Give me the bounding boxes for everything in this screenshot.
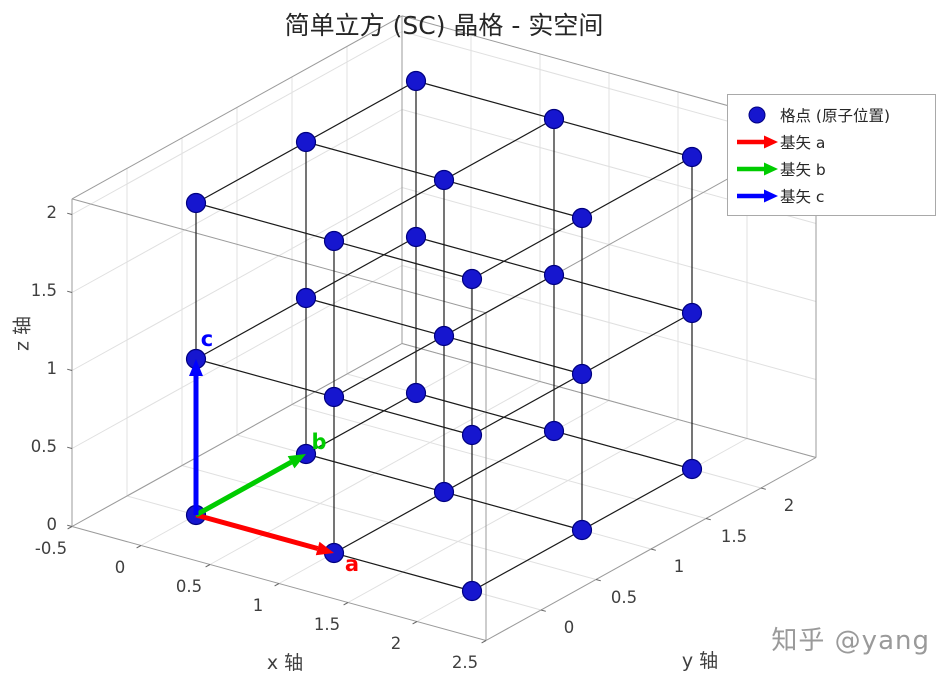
x-tick [205, 564, 211, 568]
legend-arrow-icon [734, 158, 780, 180]
z-tick-label: 2 [47, 203, 58, 222]
basis-vector-label-a: a [345, 552, 359, 576]
x-tick-label: 2 [391, 634, 402, 653]
lattice-point [433, 325, 455, 347]
y-tick-label: 0.5 [611, 588, 637, 607]
axes-box-edge [401, 343, 817, 458]
lattice-point [681, 458, 703, 480]
legend-item: 格点 (原子位置) [734, 101, 927, 128]
y-tick [540, 609, 546, 612]
basis-vector-a-shaft [195, 512, 319, 551]
x-tick-label: 2.5 [452, 653, 478, 672]
lattice-point [433, 169, 455, 191]
y-tick-label: 0 [564, 618, 575, 637]
lattice-point [681, 302, 703, 324]
legend-item-label: 基矢 b [780, 160, 826, 179]
grid-line [71, 265, 403, 449]
z-tick-label: 1.5 [31, 281, 57, 300]
lattice-point [405, 382, 427, 404]
grid-line [71, 109, 403, 293]
lattice-point [405, 70, 427, 92]
x-tick [274, 583, 280, 587]
z-tick [67, 212, 73, 215]
y-tick-label: 2 [784, 496, 795, 515]
z-tick-label: 0.5 [31, 437, 57, 456]
basis-vector-label-b: b [311, 430, 326, 454]
lattice-point [185, 192, 207, 214]
lattice-point [323, 230, 345, 252]
lattice-point [543, 420, 565, 442]
watermark: 知乎 @yang [771, 626, 930, 656]
y-tick [760, 487, 766, 490]
legend-item-label: 基矢 c [780, 187, 825, 206]
y-axis-label: y 轴 [681, 650, 719, 672]
z-tick [67, 290, 73, 293]
x-tick-label: 1.5 [314, 615, 340, 634]
axes-box-edge [71, 198, 487, 314]
lattice-point [433, 481, 455, 503]
y-tick [650, 548, 656, 551]
legend: 格点 (原子位置) 基矢 a 基矢 b 基矢 c [727, 94, 936, 216]
grid-line [71, 187, 403, 371]
basis-vector-c-head [189, 359, 203, 376]
y-tick-label: 1 [674, 557, 685, 576]
x-tick [67, 526, 73, 530]
lattice-point [295, 287, 317, 309]
legend-item-label: 格点 (原子位置) [780, 106, 891, 125]
lattice-point [571, 519, 593, 541]
lattice-point [543, 264, 565, 286]
axes-box-edge [71, 15, 403, 200]
z-tick [67, 446, 73, 449]
lattice-point [323, 386, 345, 408]
x-tick [136, 545, 142, 549]
x-tick-label: 1 [253, 596, 264, 615]
lattice-point [405, 226, 427, 248]
lattice-point [571, 207, 593, 229]
x-tick-label: 0.5 [176, 577, 202, 596]
lattice-point [461, 424, 483, 446]
basis-vector-label-c: c [201, 327, 213, 351]
legend-item: 基矢 a [734, 128, 927, 155]
basis-vector-a-head [315, 541, 334, 556]
lattice-point [461, 580, 483, 602]
lattice-point [571, 363, 593, 385]
legend-item-label: 基矢 a [780, 133, 826, 152]
grid-line [71, 31, 403, 215]
legend-item: 基矢 b [734, 155, 927, 182]
basis-vector-b-head [287, 454, 306, 469]
legend-dot-icon [734, 104, 780, 126]
z-tick-label: 0 [47, 515, 58, 534]
z-axis-label: z 轴 [11, 316, 34, 352]
z-tick [67, 368, 73, 371]
y-tick [705, 518, 711, 521]
x-tick [412, 621, 418, 625]
lattice-point [681, 146, 703, 168]
chart-title: 简单立方 (SC) 晶格 - 实空间 [284, 11, 604, 40]
x-tick [481, 640, 487, 644]
legend-arrow-icon [734, 131, 780, 153]
legend-arrow-icon [734, 185, 780, 207]
x-tick-label: -0.5 [35, 539, 67, 558]
y-tick-label: 1.5 [721, 527, 747, 546]
x-tick-label: 0 [115, 558, 126, 577]
x-tick [343, 602, 349, 606]
lattice-point [295, 131, 317, 153]
legend-item: 基矢 c [734, 182, 927, 209]
x-axis-label: x 轴 [266, 652, 304, 674]
lattice-point [461, 268, 483, 290]
lattice-point [543, 108, 565, 130]
z-tick-label: 1 [47, 359, 58, 378]
y-tick [595, 579, 601, 582]
basis-vector-b-shaft [194, 460, 293, 518]
axes-box-edge [71, 343, 403, 527]
z-tick [67, 524, 73, 527]
